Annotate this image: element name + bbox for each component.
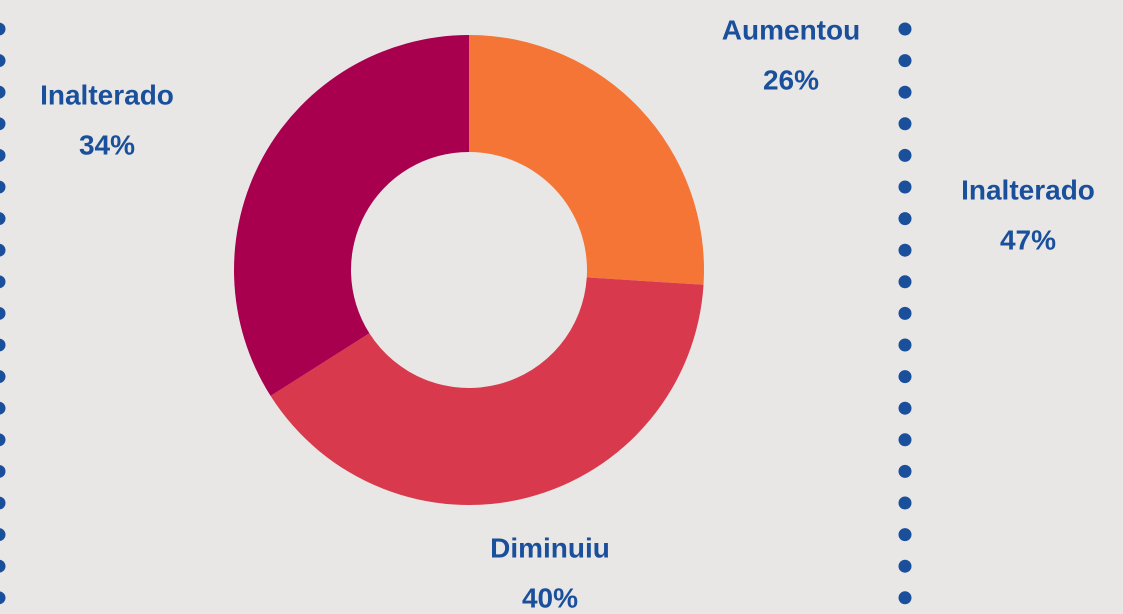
divider-dot xyxy=(0,496,6,510)
donut-slice xyxy=(469,35,704,285)
divider-dot xyxy=(0,117,6,131)
divider-dot xyxy=(898,22,912,36)
divider-dot xyxy=(898,433,912,447)
slice-label: Diminuiu xyxy=(490,532,610,563)
slice-value-label: 47% xyxy=(1000,224,1056,255)
slice-value-label: 34% xyxy=(79,129,135,160)
divider-dot xyxy=(898,401,912,415)
donut-slice xyxy=(270,277,704,505)
divider-dot xyxy=(898,464,912,478)
divider-dot xyxy=(0,22,6,36)
divider-dot xyxy=(0,148,6,162)
divider-dot xyxy=(898,496,912,510)
divider-dot xyxy=(898,117,912,131)
slice-label: Aumentou xyxy=(722,14,860,45)
divider-dot xyxy=(898,212,912,226)
divider-dot xyxy=(0,212,6,226)
divider-dot xyxy=(0,559,6,573)
divider-dot xyxy=(0,591,6,605)
divider-dot xyxy=(898,528,912,542)
divider-dot xyxy=(898,243,912,257)
slice-value-label: 40% xyxy=(522,582,578,613)
divider-dot xyxy=(0,433,6,447)
divider-dot xyxy=(898,559,912,573)
divider-dot xyxy=(898,180,912,194)
divider-dot xyxy=(898,148,912,162)
divider-dot xyxy=(898,306,912,320)
divider-dot xyxy=(898,54,912,68)
divider-dot xyxy=(0,528,6,542)
divider-dot xyxy=(0,338,6,352)
dotted-dividers xyxy=(0,22,912,605)
slice-label: Inalterado xyxy=(40,79,174,110)
divider-dot xyxy=(0,54,6,68)
donut-slice xyxy=(234,35,469,396)
divider-dot xyxy=(898,591,912,605)
divider-dot xyxy=(0,401,6,415)
divider-dot xyxy=(898,275,912,289)
divider-dot xyxy=(0,370,6,384)
divider-dot xyxy=(0,243,6,257)
slice-value-label: 26% xyxy=(763,64,819,95)
divider-dot xyxy=(0,85,6,99)
divider-dot xyxy=(0,306,6,320)
divider-dot xyxy=(0,275,6,289)
divider-dot xyxy=(0,180,6,194)
divider-dot xyxy=(898,370,912,384)
slice-label: Inalterado xyxy=(961,174,1095,205)
divider-dot xyxy=(898,338,912,352)
divider-dot xyxy=(0,464,6,478)
divider-dot xyxy=(898,85,912,99)
